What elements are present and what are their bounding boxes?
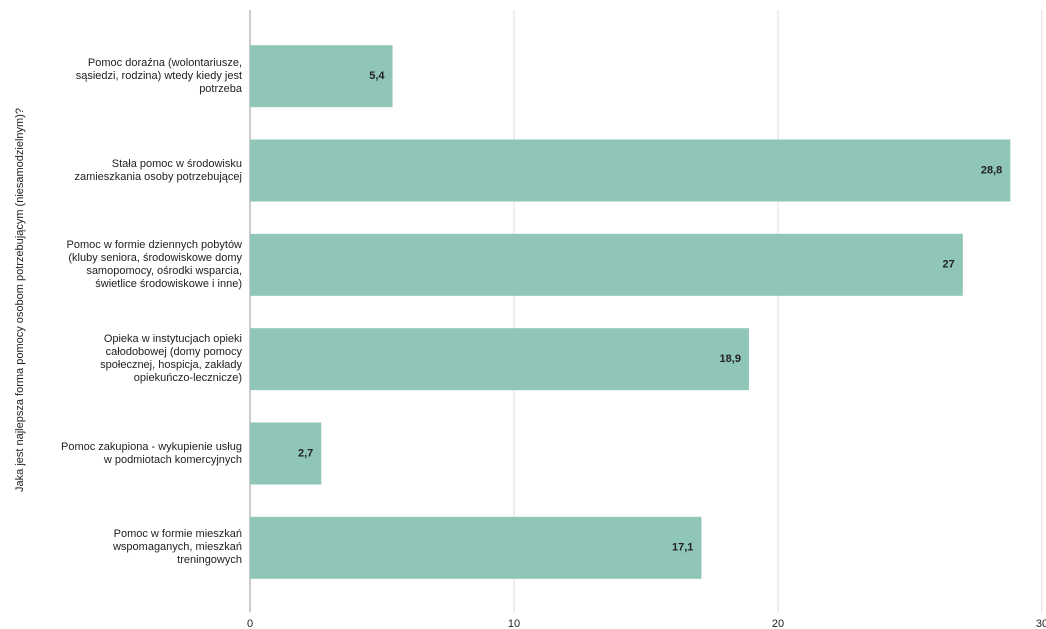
- bar: [250, 45, 393, 108]
- bar: [250, 516, 702, 579]
- x-tick-label: 0: [247, 618, 253, 629]
- category-label: Pomoc w formie dziennych pobytów (kluby …: [66, 238, 242, 290]
- data-label: 27: [943, 259, 955, 271]
- y-axis-label: Jaka jest najlepsza forma pomocy osobom …: [14, 108, 26, 492]
- category-label: Pomoc doraźna (wolontariusze, sąsiedzi, …: [75, 56, 242, 95]
- bar: [250, 422, 322, 485]
- data-label: 5,4: [369, 70, 385, 82]
- category-label: Stała pomoc w środowisku zamieszkania os…: [74, 157, 242, 183]
- data-label: 2,7: [298, 447, 313, 459]
- x-tick-label: 20: [772, 618, 784, 629]
- data-label: 18,9: [720, 353, 741, 365]
- bar: [250, 233, 963, 296]
- category-label: Pomoc zakupiona - wykupienie usług w pod…: [61, 440, 242, 466]
- x-tick-label: 10: [508, 618, 520, 629]
- category-label: Opieka w instytucjach opieki całodobowej…: [100, 333, 242, 385]
- x-tick-label: 30: [1036, 618, 1046, 629]
- data-label: 17,1: [672, 542, 693, 554]
- bar: [250, 328, 749, 391]
- bar: [250, 139, 1011, 202]
- category-label: Pomoc w formie mieszkań wspomaganych, mi…: [112, 528, 242, 567]
- data-label: 28,8: [981, 164, 1002, 176]
